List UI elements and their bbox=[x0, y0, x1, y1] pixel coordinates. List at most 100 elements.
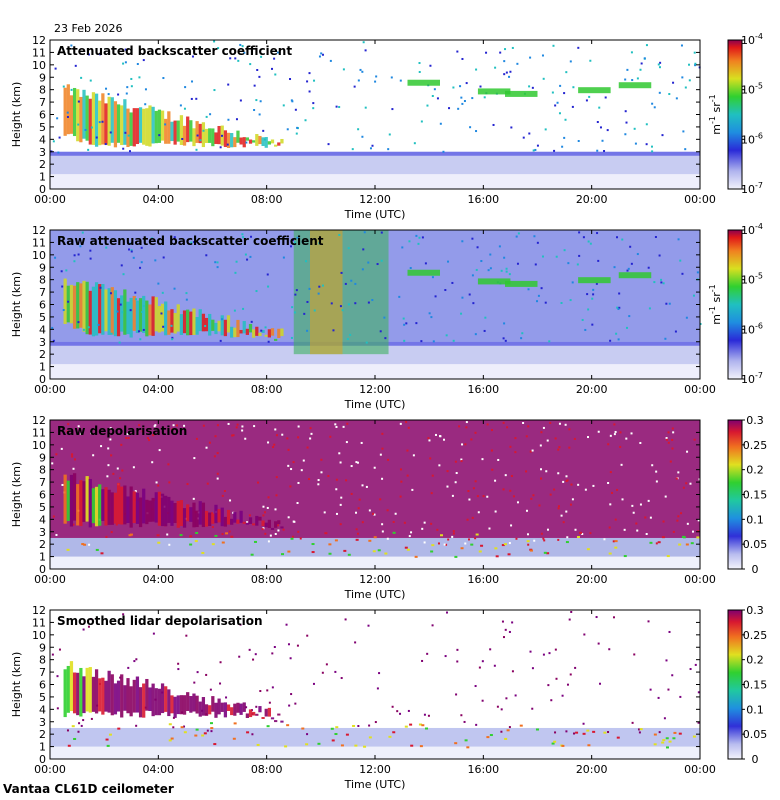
speckle bbox=[391, 705, 394, 708]
speckle bbox=[591, 297, 594, 300]
speckle bbox=[668, 302, 671, 305]
speckle bbox=[87, 625, 90, 628]
speckle bbox=[621, 238, 624, 241]
cloud-cell bbox=[160, 683, 165, 714]
speckle bbox=[595, 616, 598, 619]
speckle bbox=[544, 128, 547, 131]
speckle bbox=[400, 480, 403, 483]
cloud-cell bbox=[233, 512, 237, 523]
speckle bbox=[109, 292, 112, 295]
cloud-cell bbox=[82, 676, 86, 714]
speckle bbox=[679, 259, 682, 262]
y-tick-label: 6 bbox=[39, 109, 46, 122]
speckle bbox=[486, 423, 489, 426]
cloud-cell bbox=[179, 314, 184, 335]
speckle bbox=[381, 530, 384, 533]
speckle bbox=[504, 628, 507, 631]
speckle bbox=[474, 685, 477, 688]
cloud-cell bbox=[239, 510, 243, 523]
speckle bbox=[246, 258, 249, 261]
speckle bbox=[130, 85, 133, 88]
speckle bbox=[264, 532, 267, 535]
low-speckle bbox=[287, 550, 291, 553]
speckle bbox=[671, 438, 674, 441]
low-speckle bbox=[83, 543, 87, 546]
low-speckle bbox=[690, 542, 694, 545]
speckle bbox=[644, 516, 647, 519]
cloud-cell bbox=[280, 720, 284, 723]
speckle bbox=[213, 455, 216, 458]
speckle bbox=[58, 136, 61, 139]
speckle bbox=[239, 43, 242, 46]
cloud-cell bbox=[72, 285, 77, 329]
speckle bbox=[597, 642, 600, 645]
cloud-cell bbox=[170, 695, 174, 714]
cloud-cell bbox=[167, 310, 171, 335]
cloud-cell bbox=[91, 676, 96, 712]
cloud-cell bbox=[245, 713, 250, 719]
speckle bbox=[321, 284, 324, 287]
y-tick-label: 7 bbox=[39, 666, 46, 679]
cloud-cell bbox=[204, 704, 209, 716]
speckle bbox=[216, 424, 219, 427]
speckle bbox=[631, 79, 634, 82]
speckle bbox=[510, 524, 513, 527]
speckle bbox=[171, 338, 174, 341]
speckle bbox=[51, 326, 54, 329]
speckle bbox=[574, 528, 577, 531]
speckle bbox=[105, 535, 108, 538]
speckle bbox=[554, 104, 557, 107]
speckle bbox=[339, 461, 342, 464]
speckle bbox=[653, 281, 656, 284]
speckle bbox=[567, 262, 570, 265]
speckle bbox=[421, 527, 424, 530]
cloud-cell bbox=[277, 142, 281, 146]
speckle bbox=[688, 79, 691, 82]
speckle bbox=[531, 667, 534, 670]
speckle bbox=[183, 424, 186, 427]
cloud-cell bbox=[211, 128, 215, 147]
speckle bbox=[231, 434, 234, 437]
speckle bbox=[564, 118, 567, 121]
speckle bbox=[54, 256, 57, 259]
speckle bbox=[242, 236, 245, 239]
speckle bbox=[282, 528, 285, 531]
cloud-cell bbox=[192, 693, 196, 712]
speckle bbox=[262, 129, 265, 132]
speckle bbox=[253, 425, 256, 428]
speckle bbox=[484, 316, 487, 319]
speckle bbox=[516, 501, 519, 504]
speckle bbox=[434, 433, 437, 436]
y-tick-label: 5 bbox=[39, 121, 46, 134]
speckle bbox=[485, 51, 488, 54]
low-speckle bbox=[575, 731, 579, 734]
cloud-cell bbox=[110, 287, 114, 335]
speckle bbox=[613, 266, 616, 269]
speckle bbox=[650, 145, 653, 148]
speckle bbox=[442, 150, 445, 153]
speckle bbox=[502, 421, 505, 424]
speckle bbox=[271, 686, 274, 689]
speckle bbox=[493, 664, 496, 667]
y-tick-label: 7 bbox=[39, 476, 46, 489]
low-speckle bbox=[464, 739, 468, 742]
speckle bbox=[489, 648, 492, 651]
speckle bbox=[142, 328, 145, 331]
speckle bbox=[386, 537, 389, 540]
speckle bbox=[267, 441, 270, 444]
speckle bbox=[444, 655, 447, 658]
speckle bbox=[428, 312, 431, 315]
speckle bbox=[67, 300, 70, 303]
speckle bbox=[306, 329, 309, 332]
speckle bbox=[193, 681, 196, 684]
cloud-cell bbox=[182, 508, 187, 528]
x-tick-label: 00:00 bbox=[684, 763, 716, 776]
cloud-cell bbox=[255, 713, 259, 716]
y-tick-label: 6 bbox=[39, 299, 46, 312]
speckle bbox=[675, 477, 678, 480]
low-speckle bbox=[421, 724, 425, 727]
speckle bbox=[665, 659, 668, 662]
speckle bbox=[452, 339, 455, 342]
cloud-cell bbox=[132, 295, 136, 331]
